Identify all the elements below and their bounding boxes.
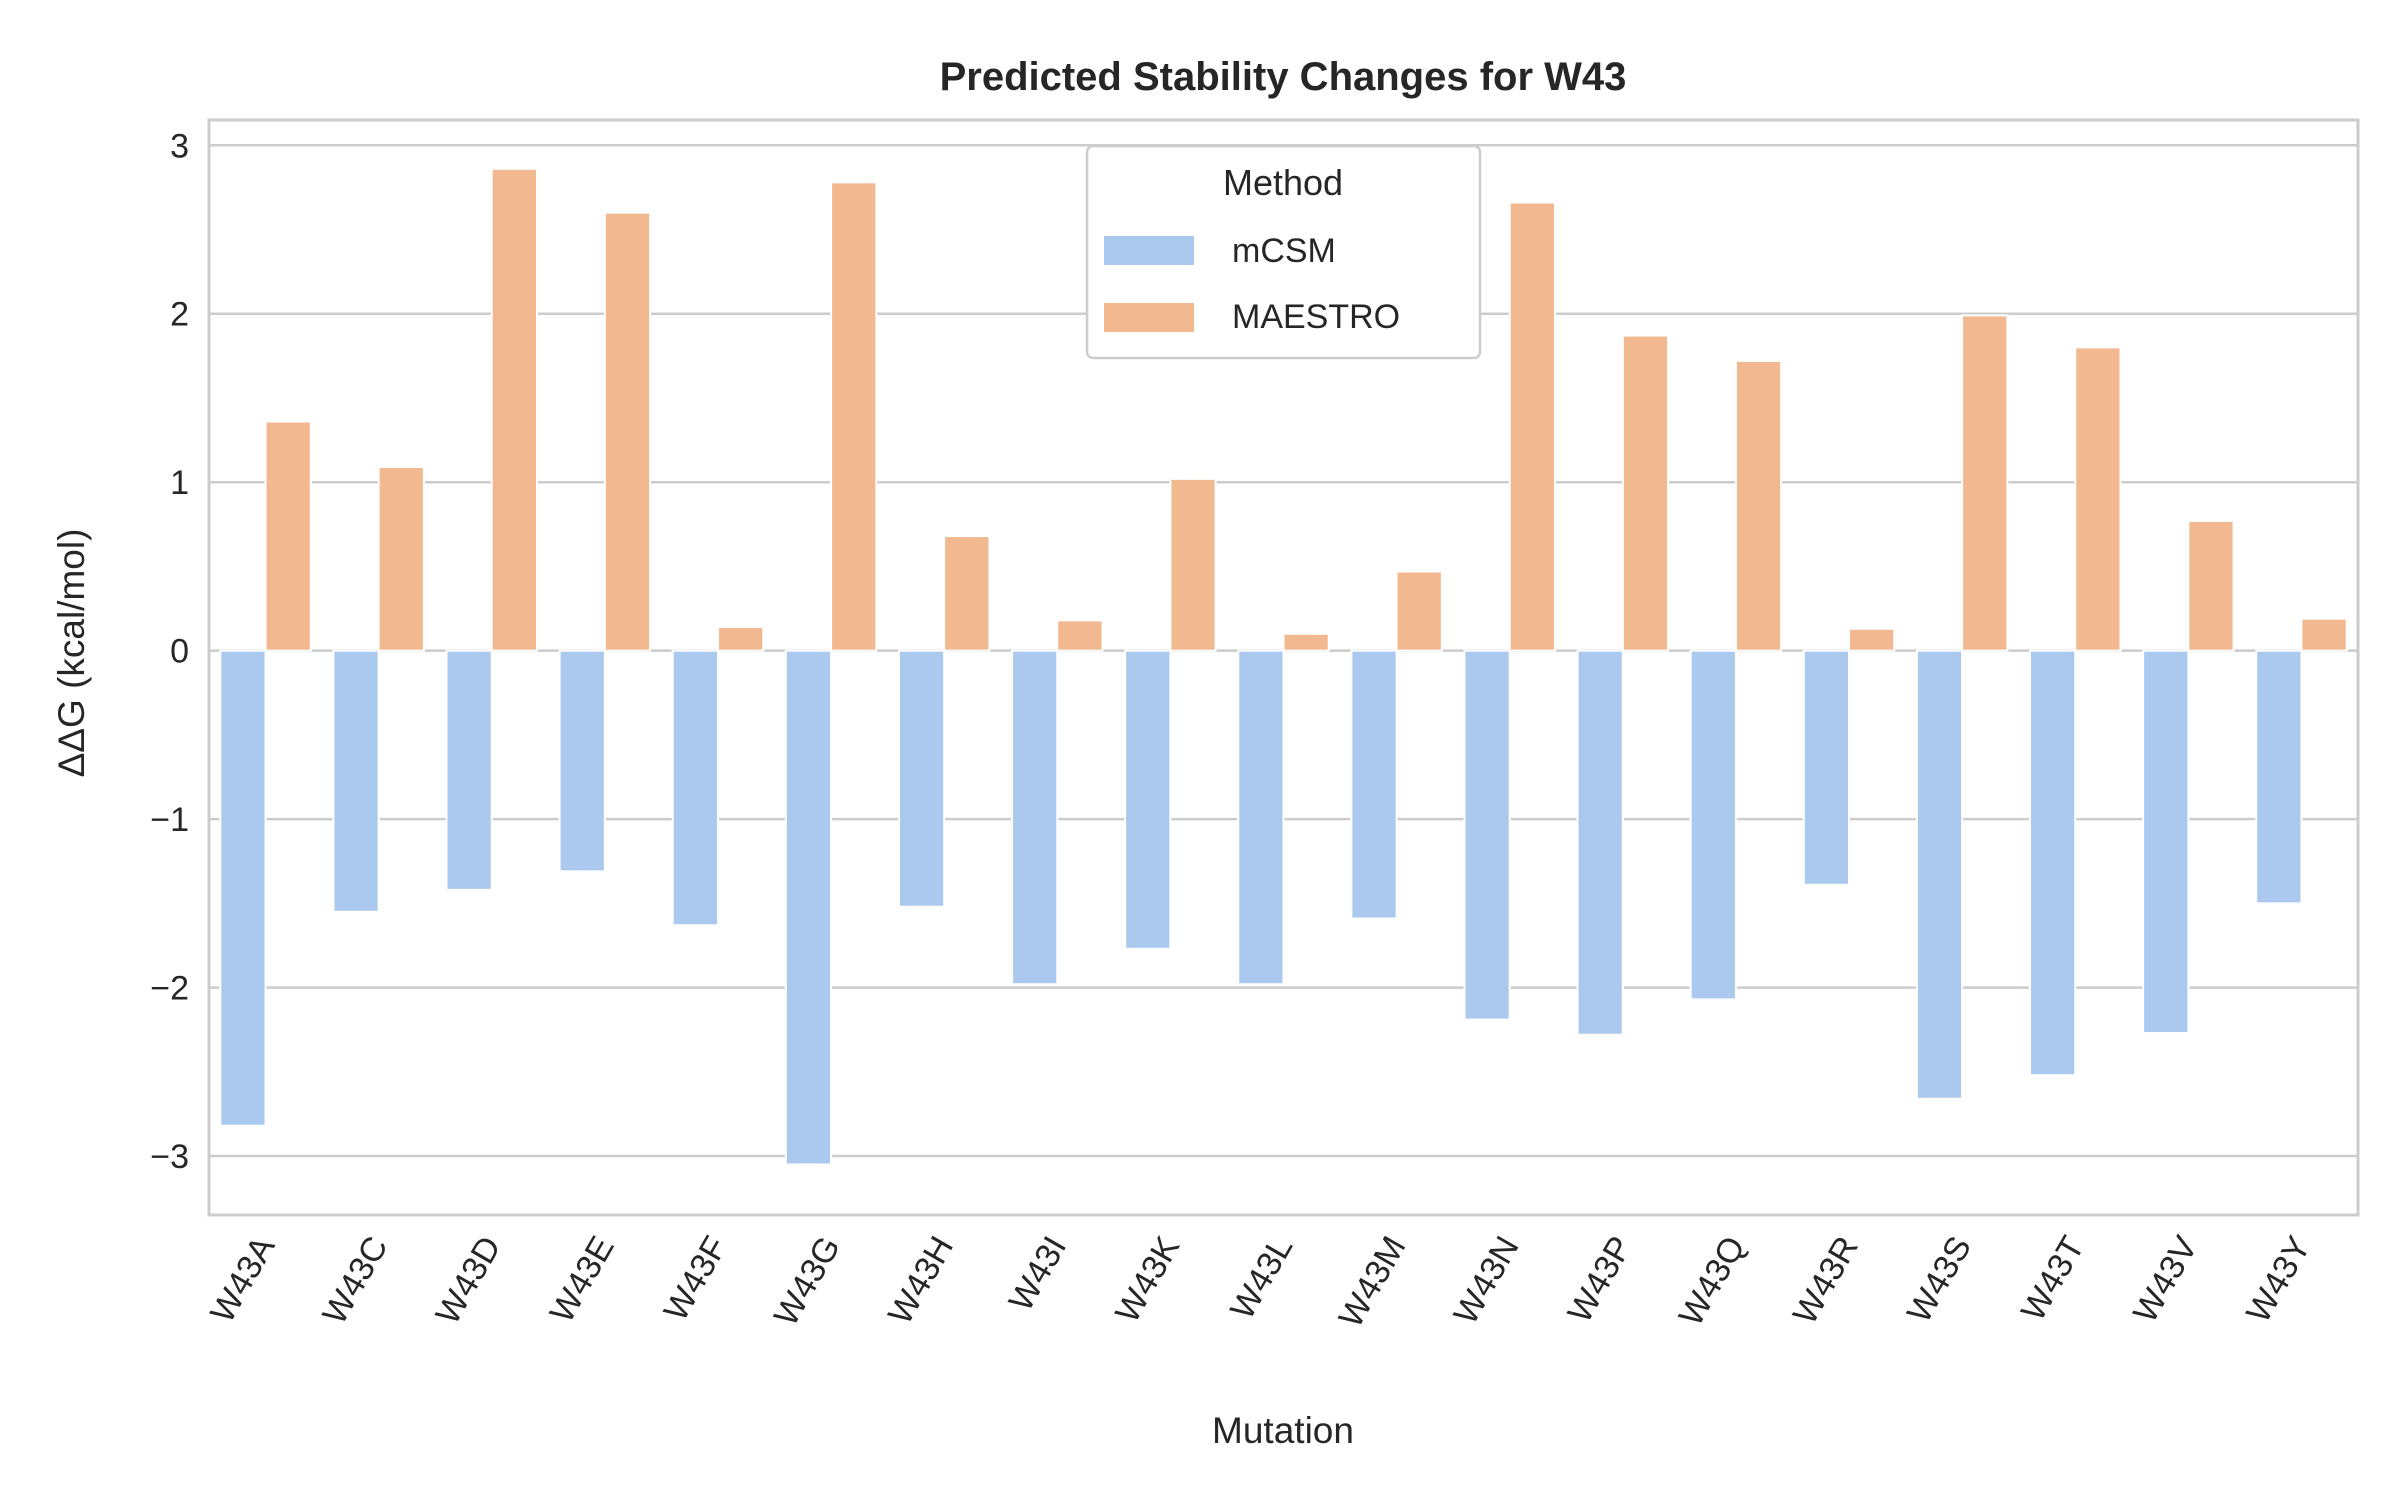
bar-maestro-w43q [1734, 359, 1783, 652]
x-tick-label: W43K [1108, 1230, 1187, 1329]
y-tick-label: −3 [150, 1138, 189, 1176]
y-axis-label: ΔΔG (kcal/mol) [51, 529, 92, 778]
bar-mcsm-w43t [2028, 649, 2077, 1077]
y-tick-label: 1 [170, 464, 189, 502]
bar-maestro-w43a [264, 420, 312, 652]
x-tick-label: W43R [1786, 1230, 1866, 1331]
bar-mcsm-w43r [1802, 649, 1851, 886]
bar-mcsm-w43e [558, 649, 606, 873]
x-tick-label: W43C [315, 1230, 395, 1331]
bar-maestro-w43f [716, 626, 765, 652]
bar-mcsm-w43l [1237, 649, 1285, 986]
x-tick-label: W43H [881, 1230, 961, 1331]
bar-maestro-w43d [490, 167, 539, 652]
bar-mcsm-w43n [1463, 649, 1511, 1021]
x-tick-label: W43Y [2239, 1230, 2318, 1329]
x-tick-label: W43P [1561, 1230, 1640, 1329]
bar-mcsm-w43i [1011, 649, 1059, 986]
bar-mcsm-w43y [2255, 649, 2303, 905]
legend-label-mcsm: mCSM [1232, 232, 1336, 270]
x-axis-label: Mutation [1212, 1410, 1354, 1451]
bar-mcsm-w43f [671, 649, 719, 927]
bar-maestro-w43t [2074, 346, 2122, 652]
x-tick-label: W43D [429, 1230, 509, 1331]
bar-mcsm-w43h [897, 649, 946, 908]
y-tick-label: −1 [150, 801, 189, 839]
bar-mcsm-w43c [332, 649, 380, 913]
bar-maestro-w43m [1395, 570, 1443, 652]
bar-maestro-w43c [377, 466, 425, 652]
bar-maestro-w43k [1169, 477, 1217, 652]
bar-maestro-w43e [603, 211, 652, 652]
bar-mcsm-w43p [1576, 649, 1624, 1036]
y-tick-label: 2 [170, 296, 189, 334]
bar-mcsm-w43s [1915, 649, 1964, 1100]
legend-label-maestro: MAESTRO [1232, 298, 1400, 336]
bars [219, 167, 2348, 1166]
chart-title: Predicted Stability Changes for W43 [940, 55, 1627, 99]
bar-maestro-w43l [1282, 632, 1330, 652]
legend: Method mCSM MAESTRO [1085, 144, 1482, 360]
x-ticks: W43A W43C W43D W43E W43F W43G W43H W43I W43K W43L… [203, 1230, 2318, 1334]
x-tick-label: W43F [657, 1230, 735, 1328]
bar-mcsm-w43a [219, 649, 267, 1127]
x-tick-label: W43L [1223, 1230, 1300, 1326]
x-tick-label: W43A [203, 1230, 282, 1329]
x-tick-label: W43Q [1672, 1230, 1753, 1332]
bar-maestro-w43i [1056, 619, 1104, 652]
x-tick-label: W43E [543, 1230, 622, 1329]
x-tick-label: W43I [1002, 1230, 1075, 1318]
bar-mcsm-w43k [1124, 649, 1172, 950]
x-tick-label: W43G [767, 1230, 848, 1332]
legend-swatch-mcsm [1104, 236, 1194, 265]
bar-mcsm-w43q [1689, 649, 1737, 1001]
y-tick-label: −2 [150, 970, 189, 1008]
x-tick-label: W43M [1332, 1230, 1414, 1334]
bar-maestro-w43y [2300, 617, 2348, 652]
y-tick-label: 3 [170, 127, 189, 165]
bar-maestro-w43n [1508, 201, 1556, 652]
bar-mcsm-w43m [1350, 649, 1398, 920]
bar-maestro-w43g [830, 181, 878, 652]
bar-maestro-w43p [1621, 334, 1670, 652]
bar-maestro-w43r [1848, 627, 1896, 652]
y-ticks: −3 −2 −1 0 1 2 3 [150, 127, 189, 1176]
bar-mcsm-w43d [445, 649, 493, 891]
x-tick-label: W43N [1446, 1230, 1526, 1331]
y-tick-label: 0 [170, 633, 189, 671]
x-tick-label: W43V [2126, 1230, 2205, 1329]
x-tick-label: W43T [2014, 1230, 2092, 1328]
plot-frame [207, 118, 2360, 1217]
x-tick-label: W43S [1900, 1230, 1979, 1329]
bar-maestro-w43h [943, 535, 991, 652]
bar-maestro-w43s [1961, 314, 2009, 652]
legend-title: Method [1223, 162, 1343, 203]
bar-mcsm-w43v [2142, 649, 2190, 1035]
bar-mcsm-w43g [784, 649, 833, 1166]
bar-maestro-w43v [2187, 519, 2235, 652]
legend-swatch-maestro [1104, 303, 1194, 332]
